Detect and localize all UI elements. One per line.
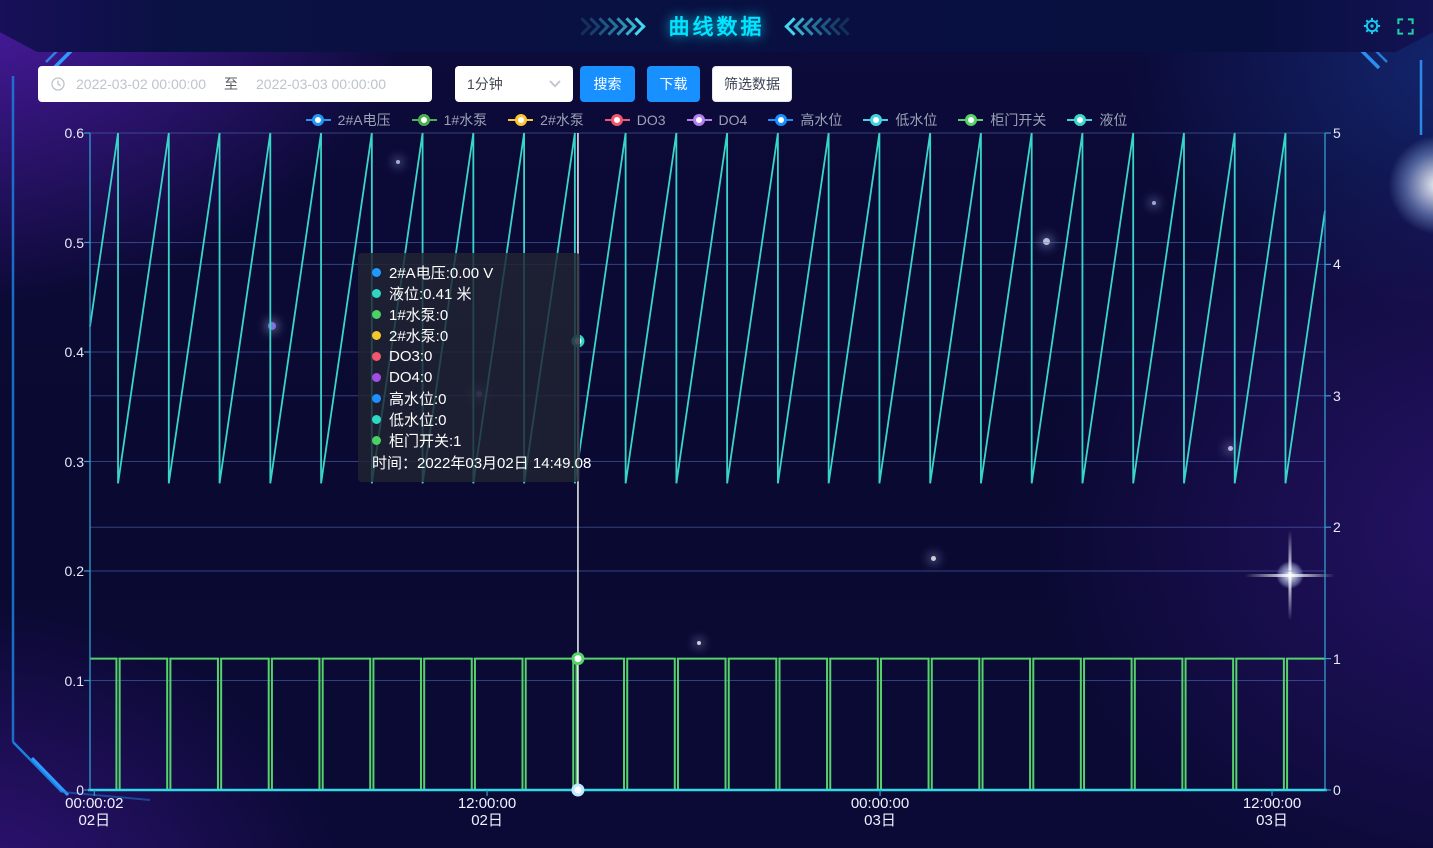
interval-select[interactable]: 1分钟 [455,66,573,102]
legend-marker [305,114,331,126]
date-range-picker[interactable]: 2022-03-02 00:00:00 至 2022-03-03 00:00:0… [38,66,432,102]
legend-item-2#A电压[interactable]: 2#A电压 [305,110,391,130]
series-line-液位 [89,132,1326,484]
header-bar: 曲线数据 [0,0,1433,52]
legend-label: 1#水泵 [443,112,488,128]
legend-item-DO3[interactable]: DO3 [604,112,666,128]
legend-label: 低水位 [895,112,938,128]
legend-marker [1067,114,1093,126]
legend-label: 高水位 [800,112,843,128]
legend-item-液位[interactable]: 液位 [1067,110,1127,130]
legend-marker [768,114,794,126]
date-start-value: 2022-03-02 00:00:00 [76,76,206,92]
chart-legend: 2#A电压 1#水泵 2#水泵 DO3 DO4 高水位 低水位 柜门开关 液位 [0,110,1433,130]
chevron-down-icon [549,80,561,88]
date-end-value: 2022-03-03 00:00:00 [256,76,386,92]
legend-marker [508,114,534,126]
filter-data-button[interactable]: 筛选数据 [712,66,792,102]
toolbar: 2022-03-02 00:00:00 至 2022-03-03 00:00:0… [0,66,1433,102]
legend-label: 液位 [1099,112,1128,128]
legend-label: 2#A电压 [337,112,391,128]
legend-label: DO4 [718,112,748,128]
clock-icon [51,77,65,91]
legend-item-高水位[interactable]: 高水位 [768,110,842,130]
legend-label: 柜门开关 [990,112,1047,128]
legend-marker [604,114,630,126]
legend-marker [863,114,889,126]
legend-label: DO3 [636,112,666,128]
legend-item-2#水泵[interactable]: 2#水泵 [508,110,584,130]
legend-item-低水位[interactable]: 低水位 [863,110,937,130]
search-button[interactable]: 搜索 [580,66,635,102]
legend-marker [958,114,984,126]
legend-label: 2#水泵 [540,112,584,128]
series-line-柜门开关 [90,657,1325,791]
legend-item-柜门开关[interactable]: 柜门开关 [958,110,1046,130]
crosshair-point-液位 [571,334,585,348]
legend-marker [686,114,712,126]
gear-icon[interactable] [1362,16,1382,36]
page-title: 曲线数据 [668,16,765,39]
date-range-separator: 至 [224,76,238,92]
crosshair-point-zero-cluster [571,783,585,797]
legend-item-1#水泵[interactable]: 1#水泵 [411,110,488,130]
fullscreen-icon[interactable] [1396,17,1415,36]
crosshair-point-柜门开关 [571,652,585,666]
download-button[interactable]: 下载 [647,66,700,102]
header-icons [1362,0,1415,52]
interval-select-value: 1分钟 [467,76,503,92]
legend-item-DO4[interactable]: DO4 [686,112,748,128]
legend-marker [411,114,437,126]
